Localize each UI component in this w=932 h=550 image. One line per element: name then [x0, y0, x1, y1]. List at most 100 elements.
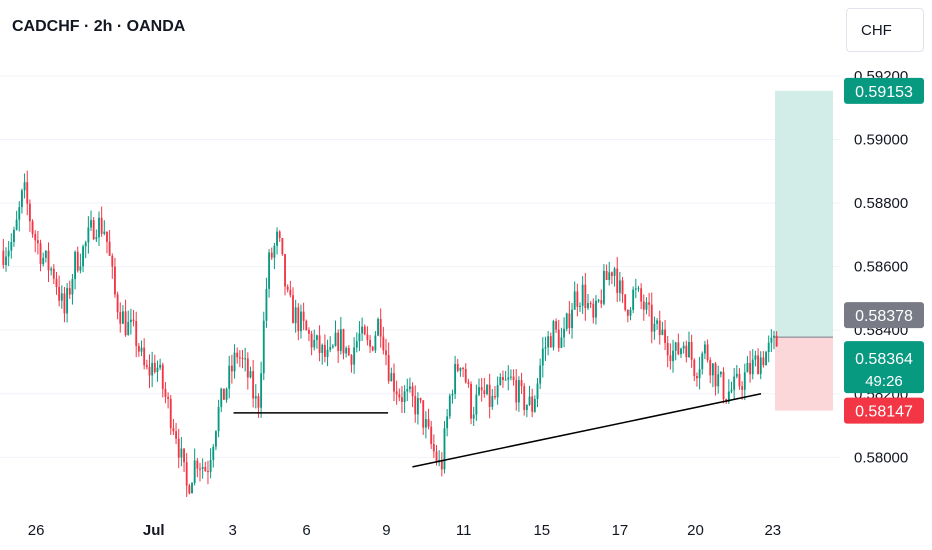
currency-button[interactable]: CHF	[846, 8, 924, 52]
candle-body	[765, 351, 767, 366]
candles	[2, 170, 778, 497]
candle-body	[180, 448, 183, 458]
candle-body	[751, 359, 754, 375]
candle-body	[711, 363, 714, 376]
current-price-bg	[844, 341, 924, 394]
candle-body	[480, 387, 483, 391]
candle-body	[34, 233, 37, 241]
candle-body	[132, 319, 135, 321]
candle-body	[409, 386, 411, 390]
candle-body	[435, 451, 438, 463]
candle-body	[706, 344, 709, 361]
candle-body	[419, 398, 422, 401]
candle-body	[674, 342, 677, 351]
candle-body	[366, 334, 369, 340]
candle-body	[329, 347, 332, 350]
candle-body	[297, 307, 300, 332]
candle-body	[685, 345, 688, 358]
price-labels: 0.59153 0.58378 0.58364 49:26 0.58147	[844, 77, 924, 424]
x-tick-label: 17	[612, 522, 629, 539]
candle-body	[241, 358, 244, 360]
candle-body	[169, 398, 172, 429]
candle-body	[188, 485, 191, 494]
candle-body	[82, 246, 84, 267]
candle-body	[387, 355, 390, 382]
candle-body	[451, 393, 454, 396]
candle-body	[252, 371, 255, 399]
candle-body	[560, 337, 563, 348]
candle-body	[371, 346, 374, 351]
candle-body	[430, 426, 433, 445]
candle-body	[153, 362, 156, 373]
candle-body	[212, 446, 215, 460]
candle-body	[464, 368, 467, 383]
candle-body	[757, 355, 759, 375]
candle-body	[600, 300, 603, 304]
candle-body	[66, 288, 69, 314]
candle-body	[775, 335, 778, 347]
candle-body	[680, 348, 682, 355]
candle-body	[605, 270, 608, 280]
candle-body	[512, 376, 515, 381]
x-tick-label: 11	[456, 522, 472, 539]
candle-body	[531, 396, 534, 412]
candle-body	[15, 219, 18, 230]
candle-body	[10, 242, 13, 251]
candle-body	[230, 365, 233, 372]
candle-body	[416, 398, 419, 415]
last-mark-label-bg	[844, 302, 924, 329]
candle-body	[637, 288, 640, 290]
candle-body	[741, 386, 744, 390]
candle-body	[100, 217, 103, 234]
candle-body	[714, 363, 717, 387]
last-mark-label: 0.58378	[855, 308, 913, 325]
candle-body	[44, 250, 47, 258]
candle-body	[270, 252, 273, 258]
candle-body	[488, 384, 491, 407]
candle-body	[308, 330, 310, 334]
candle-body	[533, 399, 536, 412]
candle-body	[377, 319, 379, 336]
candle-body	[140, 347, 143, 352]
candle-body	[119, 312, 122, 324]
candle-body	[629, 309, 632, 316]
candle-body	[60, 293, 63, 301]
x-tick-label: Jul	[143, 522, 165, 539]
candle-body	[525, 404, 528, 410]
candle-body	[722, 371, 725, 400]
candle-body	[201, 467, 204, 469]
candle-body	[294, 307, 297, 324]
candle-body	[5, 256, 7, 266]
candle-body	[648, 302, 651, 305]
x-tick-label: 20	[687, 522, 704, 539]
candle-body	[401, 397, 403, 402]
candle-body	[573, 291, 576, 310]
candle-body	[313, 339, 316, 348]
candle-body	[496, 385, 499, 398]
candle-body	[443, 428, 446, 470]
candle-body	[111, 255, 114, 267]
candle-body	[581, 284, 584, 306]
candle-body	[693, 359, 696, 376]
candle-body	[284, 254, 286, 287]
candle-body	[432, 444, 435, 452]
candle-body	[576, 291, 579, 307]
candle-body	[337, 332, 340, 351]
candle-body	[727, 391, 730, 403]
candle-body	[361, 326, 364, 334]
candle-body	[268, 252, 271, 289]
candle-body	[106, 231, 108, 242]
candle-body	[547, 336, 550, 348]
candle-body	[735, 373, 738, 377]
candle-body	[717, 374, 720, 387]
candle-body	[656, 320, 659, 324]
candle-body	[661, 329, 664, 336]
candle-body	[13, 229, 15, 243]
candle-body	[47, 250, 50, 271]
candle-body	[440, 459, 443, 470]
candle-body	[177, 438, 180, 458]
candle-body	[52, 268, 55, 279]
candle-body	[762, 357, 765, 366]
